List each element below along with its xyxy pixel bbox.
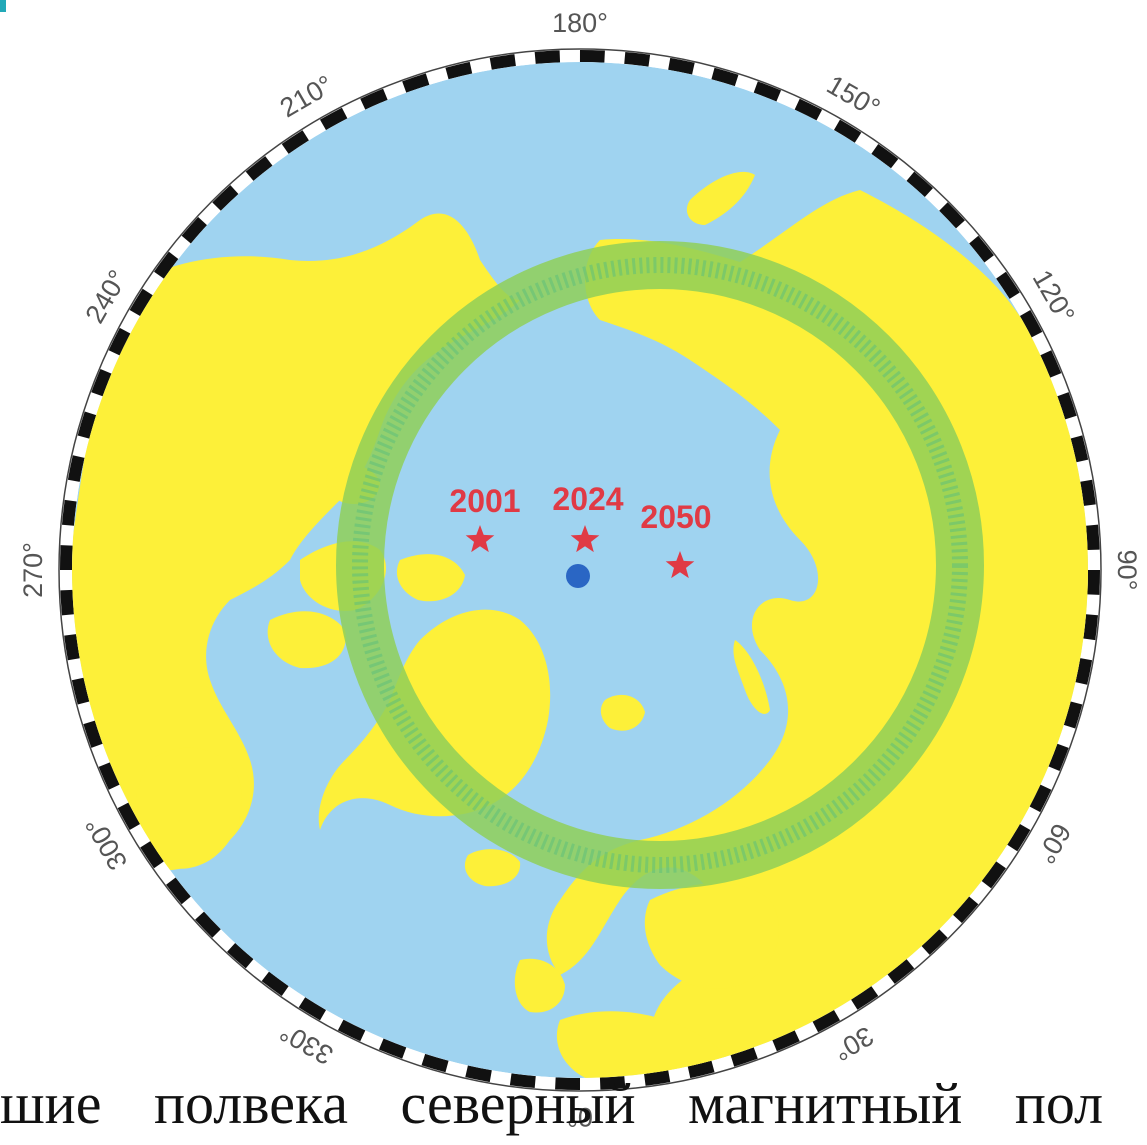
land-masses (72, 171, 1088, 1078)
landmass-scandinavia (644, 883, 779, 989)
pole-year-label: 2001 (449, 483, 520, 519)
star-icon (570, 525, 600, 553)
geographic-pole-dot (566, 564, 590, 588)
star-icon (665, 551, 695, 579)
degree-label: 270° (18, 542, 48, 598)
landmass-greenland (318, 609, 551, 830)
degree-label: 180° (552, 8, 608, 38)
accent-bar (0, 0, 6, 12)
pole-year-label: 2050 (640, 499, 711, 535)
degree-rim (58, 48, 1102, 1092)
degree-label: 90° (1112, 550, 1142, 591)
degree-label: 30° (828, 1020, 878, 1066)
pole-year-label: 2024 (552, 481, 623, 517)
landmass-europe (514, 958, 736, 1078)
landmass-iceland (464, 849, 521, 887)
star-icon (465, 525, 495, 553)
caption-text: шие полвека северный магнитный пол (0, 1071, 1104, 1136)
landmass-labrador (134, 747, 242, 869)
rim-outline (58, 48, 1102, 1092)
landmass-novaya-zemlya (733, 640, 770, 714)
degree-label: 60° (1030, 818, 1076, 868)
rim-ticks (60, 50, 1100, 1090)
pole-positions: 2001 2024 2050 (449, 481, 712, 579)
landmass-chukotka (686, 171, 755, 225)
landmass-svalbard (600, 694, 645, 731)
degree-label: 0° (567, 1102, 593, 1132)
auroral-oval-hatching (352, 257, 968, 873)
